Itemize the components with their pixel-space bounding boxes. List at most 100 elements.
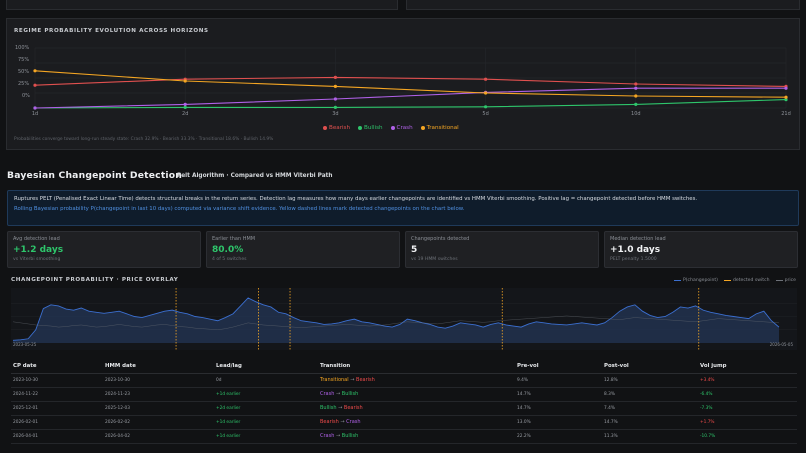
transition-from: Bullish	[320, 405, 337, 411]
legend-item-transitional[interactable]: Transitional	[420, 125, 459, 131]
data-point-crash	[784, 86, 788, 90]
col-vol-jump: Vol jump	[698, 360, 797, 374]
stat-label: Avg detection lead	[13, 236, 60, 242]
arrow-icon: →	[348, 377, 357, 383]
x-tick-label: 1d	[32, 111, 38, 117]
data-point-bearish	[33, 83, 37, 87]
stat-card-avg-lead: Avg detection lead +1.2 days vs Viterbi …	[7, 231, 201, 268]
stat-label: Median detection lead	[610, 236, 666, 242]
hmm-date-cell: 2023-10-30	[103, 373, 214, 388]
data-point-bearish	[634, 82, 638, 86]
cp-date-cell: 2026-04-01	[11, 429, 103, 444]
changepoint-chart-title: CHANGEPOINT PROBABILITY · PRICE OVERLAY	[11, 277, 179, 283]
vol-jump-cell: +1.7%	[698, 415, 797, 430]
transition-to: Bullish	[341, 391, 359, 397]
data-point-bullish	[784, 98, 788, 102]
table-row: 2023-10-30 2023-10-30 0d Transitional → Bea…	[11, 373, 797, 388]
stat-note: vs Viterbi smoothing	[13, 257, 61, 262]
changepoint-legend: P(changepoint) detected switch price	[674, 278, 796, 283]
stat-value: 80.0%	[212, 245, 244, 255]
data-point-bullish	[333, 105, 337, 109]
y-tick-50: 50%	[18, 69, 30, 75]
section-subtitle: Pelt Algorithm · Compared vs HMM Viterbi…	[177, 173, 333, 179]
x-tick-label: 10d	[631, 111, 641, 117]
pre-vol-cell: 13.0%	[515, 415, 602, 430]
hmm-date-cell: 2025-12-03	[103, 401, 214, 416]
transition-to: Bearish	[343, 405, 363, 411]
lead-lag-cell: 0d	[214, 373, 318, 388]
x-tick-label: 21d	[781, 111, 791, 117]
data-point-crash	[333, 97, 337, 101]
data-point-transitional	[784, 95, 788, 99]
y-tick-75: 75%	[18, 57, 30, 63]
price-line	[12, 315, 780, 331]
pre-vol-cell: 22.2%	[515, 429, 602, 444]
changepoint-chart-area: 2023-05-25 2026-05-05	[11, 288, 797, 350]
col-pre-vol: Pre-vol	[515, 360, 602, 374]
stat-value: 5	[411, 245, 418, 255]
data-point-bearish	[333, 75, 337, 79]
stat-note: PELT penalty 1.5000	[610, 257, 657, 262]
y-tick-100: 100%	[15, 45, 30, 51]
data-point-crash	[33, 106, 37, 110]
regime-legend: Bearish Bullish Crash Transitional	[323, 125, 459, 131]
transition-cell: Bullish → Bearish	[318, 401, 515, 416]
changepoint-table: CP date HMM date Lead/lag Transition Pre…	[11, 360, 797, 444]
lead-lag-cell: +2d earlier	[214, 401, 318, 416]
legend-dot-icon	[323, 126, 327, 130]
data-point-transitional	[333, 84, 337, 88]
transition-cell: Crash → Bullish	[318, 387, 515, 402]
stat-card-earlier-than-hmm: Earlier than HMM 80.0% 4 of 5 switches	[206, 231, 400, 268]
regime-footnote: Probabilities converge toward long-run s…	[14, 137, 274, 142]
transition-cell: Bearish → Crash	[318, 415, 515, 430]
date-end-label: 2026-05-05	[769, 342, 793, 347]
y-tick-25: 25%	[18, 81, 30, 87]
regime-line-chart: 1d 2d 3d 5d 10d 21d	[32, 47, 791, 117]
info-text-secondary: Rolling Bayesian probability P(changepoi…	[14, 205, 465, 212]
stat-card-median-lead: Median detection lead +1.0 days PELT pen…	[604, 231, 798, 268]
stat-note: vs 19 HMM switches	[411, 257, 458, 262]
table-header-row: CP date HMM date Lead/lag Transition Pre…	[11, 360, 797, 374]
col-post-vol: Post-vol	[602, 360, 698, 374]
data-point-bearish	[484, 77, 488, 81]
date-start-label: 2023-05-25	[13, 342, 37, 347]
arrow-icon: →	[334, 391, 342, 397]
regime-probability-panel: REGIME PROBABILITY EVOLUTION ACROSS HORI…	[6, 18, 800, 150]
col-hmm-date: HMM date	[103, 360, 214, 374]
transition-cell: Crash → Bullish	[318, 429, 515, 444]
legend-item-bearish[interactable]: Bearish	[323, 125, 350, 131]
legend-dot-icon	[420, 126, 425, 130]
legend-detected-switch: detected switch	[723, 278, 770, 283]
col-transition: Transition	[318, 360, 515, 374]
stat-card-changepoints: Changepoints detected 5 vs 19 HMM switch…	[405, 231, 599, 268]
vol-jump-cell: -6.4%	[698, 387, 797, 402]
stat-value: +1.0 days	[610, 245, 661, 255]
post-vol-cell: 8.3%	[602, 387, 698, 402]
top-panel-left-stub	[6, 0, 398, 10]
transition-from: Crash	[320, 433, 335, 439]
post-vol-cell: 12.8%	[602, 373, 698, 388]
cp-date-cell: 2025-12-01	[11, 401, 103, 416]
legend-item-bullish[interactable]: Bullish	[358, 125, 383, 131]
stat-value: +1.2 days	[13, 245, 64, 255]
stat-label: Earlier than HMM	[212, 236, 256, 242]
data-point-transitional	[634, 94, 638, 98]
transition-from: Bearish	[320, 419, 339, 425]
post-vol-cell: 7.4%	[602, 401, 698, 416]
pre-vol-cell: 14.7%	[515, 401, 602, 416]
changepoint-probability-chart	[11, 288, 797, 350]
x-tick-label: 5d	[482, 111, 488, 117]
pre-vol-cell: 14.7%	[515, 387, 602, 402]
series-line-transitional	[34, 70, 787, 98]
series-line-bearish	[34, 76, 787, 87]
legend-item-crash[interactable]: Crash	[390, 125, 413, 131]
data-point-transitional	[484, 91, 488, 95]
legend-dot-icon	[390, 126, 395, 130]
regime-chart-title: REGIME PROBABILITY EVOLUTION ACROSS HORI…	[14, 28, 209, 34]
top-panel-right-stub	[406, 0, 800, 10]
probability-line	[12, 297, 780, 341]
lead-lag-cell: +1d earlier	[214, 387, 318, 402]
x-tick-label: 3d	[332, 111, 338, 117]
arrow-icon: →	[334, 433, 342, 439]
col-cp-date: CP date	[11, 360, 103, 374]
